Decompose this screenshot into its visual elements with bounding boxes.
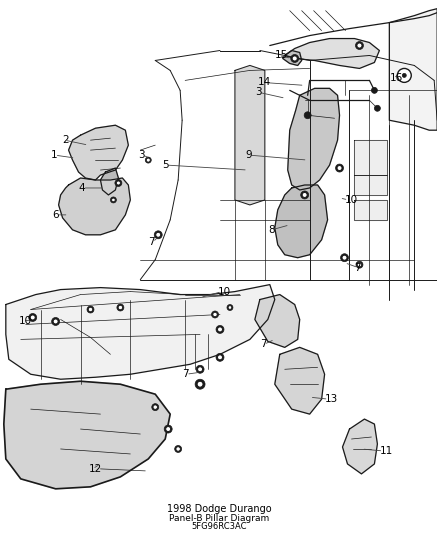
Polygon shape: [354, 140, 387, 175]
Circle shape: [357, 262, 362, 267]
Polygon shape: [69, 125, 128, 180]
Circle shape: [88, 308, 93, 312]
Polygon shape: [283, 51, 302, 66]
Text: 5FG96RC3AC: 5FG96RC3AC: [191, 522, 247, 531]
Circle shape: [337, 166, 342, 171]
Circle shape: [292, 56, 297, 61]
Text: 7: 7: [260, 340, 266, 349]
Polygon shape: [285, 38, 379, 68]
Circle shape: [30, 315, 35, 320]
Polygon shape: [275, 348, 325, 414]
Circle shape: [29, 313, 37, 321]
Text: 7: 7: [354, 263, 361, 273]
Circle shape: [110, 197, 117, 203]
Text: 11: 11: [379, 446, 392, 456]
Text: 3: 3: [255, 87, 261, 98]
Polygon shape: [288, 88, 339, 190]
Polygon shape: [354, 175, 387, 195]
Circle shape: [175, 446, 182, 453]
Text: 12: 12: [88, 464, 102, 474]
Circle shape: [371, 87, 378, 93]
Text: 3: 3: [138, 150, 145, 160]
Circle shape: [152, 403, 159, 410]
Text: 7: 7: [182, 369, 189, 379]
Circle shape: [118, 305, 123, 310]
Circle shape: [291, 54, 299, 62]
Text: 15: 15: [275, 51, 288, 60]
Circle shape: [302, 192, 307, 197]
Circle shape: [228, 306, 232, 309]
Polygon shape: [343, 419, 378, 474]
Circle shape: [196, 365, 204, 373]
Circle shape: [195, 379, 205, 389]
Circle shape: [304, 112, 311, 119]
Circle shape: [300, 191, 309, 199]
Circle shape: [146, 158, 150, 162]
Polygon shape: [6, 285, 275, 379]
Polygon shape: [255, 295, 300, 348]
Circle shape: [342, 255, 347, 260]
Circle shape: [218, 327, 223, 332]
Circle shape: [53, 319, 58, 324]
Circle shape: [198, 367, 202, 372]
Circle shape: [52, 318, 60, 326]
Text: 2: 2: [62, 135, 69, 145]
Text: 9: 9: [245, 150, 251, 160]
Polygon shape: [275, 185, 328, 258]
Text: 16: 16: [389, 74, 403, 83]
Circle shape: [397, 68, 411, 83]
Circle shape: [112, 198, 115, 201]
Circle shape: [197, 381, 203, 387]
Circle shape: [402, 74, 406, 77]
Circle shape: [216, 326, 224, 334]
Circle shape: [357, 43, 362, 48]
Circle shape: [213, 312, 217, 317]
Polygon shape: [389, 9, 437, 130]
Circle shape: [212, 311, 219, 318]
Polygon shape: [235, 66, 265, 205]
Polygon shape: [4, 381, 170, 489]
Circle shape: [340, 254, 349, 262]
Circle shape: [145, 157, 151, 163]
Text: 5: 5: [162, 160, 169, 170]
Circle shape: [336, 164, 343, 172]
Circle shape: [117, 304, 124, 311]
Text: 1: 1: [51, 150, 57, 160]
Text: 10: 10: [345, 195, 358, 205]
Circle shape: [356, 42, 364, 50]
Circle shape: [166, 426, 171, 432]
Text: 14: 14: [258, 77, 271, 87]
Text: 13: 13: [325, 394, 338, 404]
Text: 4: 4: [78, 183, 85, 193]
Text: 1998 Dodge Durango: 1998 Dodge Durango: [167, 504, 271, 514]
Circle shape: [117, 181, 120, 185]
Circle shape: [176, 447, 180, 451]
Text: 7: 7: [148, 237, 155, 247]
Text: Panel-B Pillar Diagram: Panel-B Pillar Diagram: [169, 514, 269, 523]
Text: 10: 10: [19, 317, 32, 327]
Circle shape: [115, 180, 122, 187]
Polygon shape: [59, 178, 131, 235]
Polygon shape: [354, 200, 387, 220]
Text: 10: 10: [218, 287, 231, 296]
Circle shape: [164, 425, 172, 433]
Text: 6: 6: [53, 210, 59, 220]
Circle shape: [218, 355, 223, 360]
Circle shape: [153, 405, 157, 409]
Text: 8: 8: [268, 225, 275, 235]
Circle shape: [154, 231, 162, 239]
Circle shape: [356, 261, 363, 268]
Polygon shape: [100, 168, 118, 195]
Circle shape: [87, 306, 94, 313]
Circle shape: [156, 232, 161, 237]
Circle shape: [374, 106, 380, 111]
Circle shape: [227, 304, 233, 311]
Circle shape: [216, 353, 224, 361]
